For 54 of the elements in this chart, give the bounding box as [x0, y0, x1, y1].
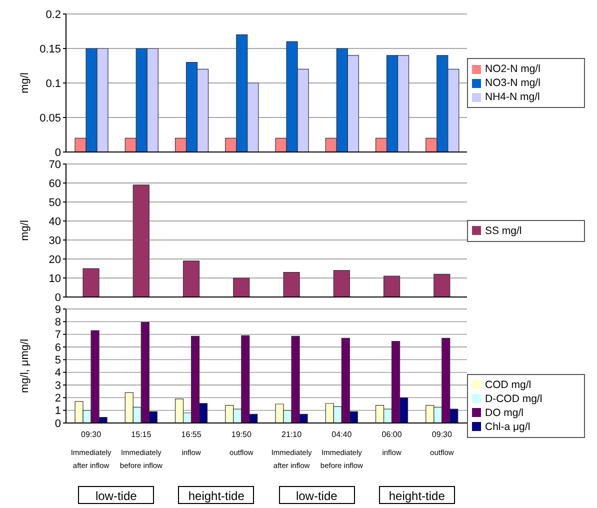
bar — [283, 272, 300, 297]
bar — [333, 270, 350, 297]
bar — [233, 278, 250, 297]
x-tick-label: 06:00 inflow — [382, 430, 402, 457]
legend-label: COD mg/l — [485, 378, 532, 390]
bar — [383, 276, 400, 297]
bar — [434, 274, 450, 297]
x-tick-label: 09:30 Immediately after inflow — [70, 430, 112, 470]
bar — [132, 184, 150, 297]
y-tick-label: 0 — [54, 146, 61, 159]
y-axis-title: mg/l, μmg/l — [18, 338, 31, 394]
y-tick-label: 10 — [48, 272, 61, 285]
y-tick-label: 3 — [54, 380, 61, 392]
legend-label: Chl-a μg/l — [485, 420, 530, 432]
y-tick-label: 20 — [48, 254, 61, 266]
y-tick-label: 0.2 — [46, 8, 61, 21]
y-tick-label: 9 — [54, 304, 61, 316]
y-tick-label: 30 — [48, 234, 61, 247]
x-tick-label: 15:15 Immediately before inflow — [120, 430, 164, 470]
y-axis-title: mg/l — [18, 220, 31, 241]
y-tick-label: 5 — [54, 354, 61, 367]
text: low-tide — [78, 486, 154, 504]
legend-label: NO3-N mg/l — [485, 77, 540, 89]
y-tick-label: 4 — [54, 367, 61, 380]
legend-label: NH4-N mg/l — [485, 91, 540, 103]
legend-label: SS mg/l — [485, 224, 522, 236]
text: height-tide — [378, 486, 455, 504]
legend-label: D-COD mg/l — [485, 392, 542, 404]
y-tick-label: 1 — [54, 405, 61, 418]
y-tick-label: 7 — [54, 329, 61, 342]
x-tick-label: 09:30 outflow — [430, 430, 454, 457]
x-tick-label: 04:40 Immediately before inflow — [320, 430, 364, 470]
y-tick-label: 0.15 — [40, 43, 61, 56]
y-tick-label: 60 — [48, 178, 61, 190]
y-tick-label: 0.05 — [40, 112, 61, 124]
x-tick-label: 16:55 inflow — [181, 430, 202, 457]
y-tick-label: 8 — [54, 316, 61, 329]
text: height-tide — [178, 486, 254, 504]
x-tick-label: 21:10 Immediately after inflow — [271, 430, 312, 470]
y-tick-label: 0 — [54, 418, 61, 430]
legend-label: NO2-N mg/l — [485, 63, 540, 75]
y-tick-label: 50 — [48, 196, 61, 209]
text: low-tide — [278, 486, 355, 504]
bar — [182, 260, 200, 297]
bar — [82, 268, 100, 297]
y-tick-label: 0 — [54, 292, 61, 304]
y-tick-label: 2 — [54, 392, 61, 405]
y-tick-label: 40 — [48, 216, 61, 228]
y-tick-label: 6 — [54, 342, 61, 354]
legend-label: DO mg/l — [485, 406, 524, 418]
x-tick-label: 19:50 outflow — [230, 430, 254, 457]
y-axis-title: mg/l — [18, 72, 31, 94]
y-tick-label: 0.1 — [46, 78, 61, 90]
y-tick-label: 70 — [48, 158, 61, 171]
